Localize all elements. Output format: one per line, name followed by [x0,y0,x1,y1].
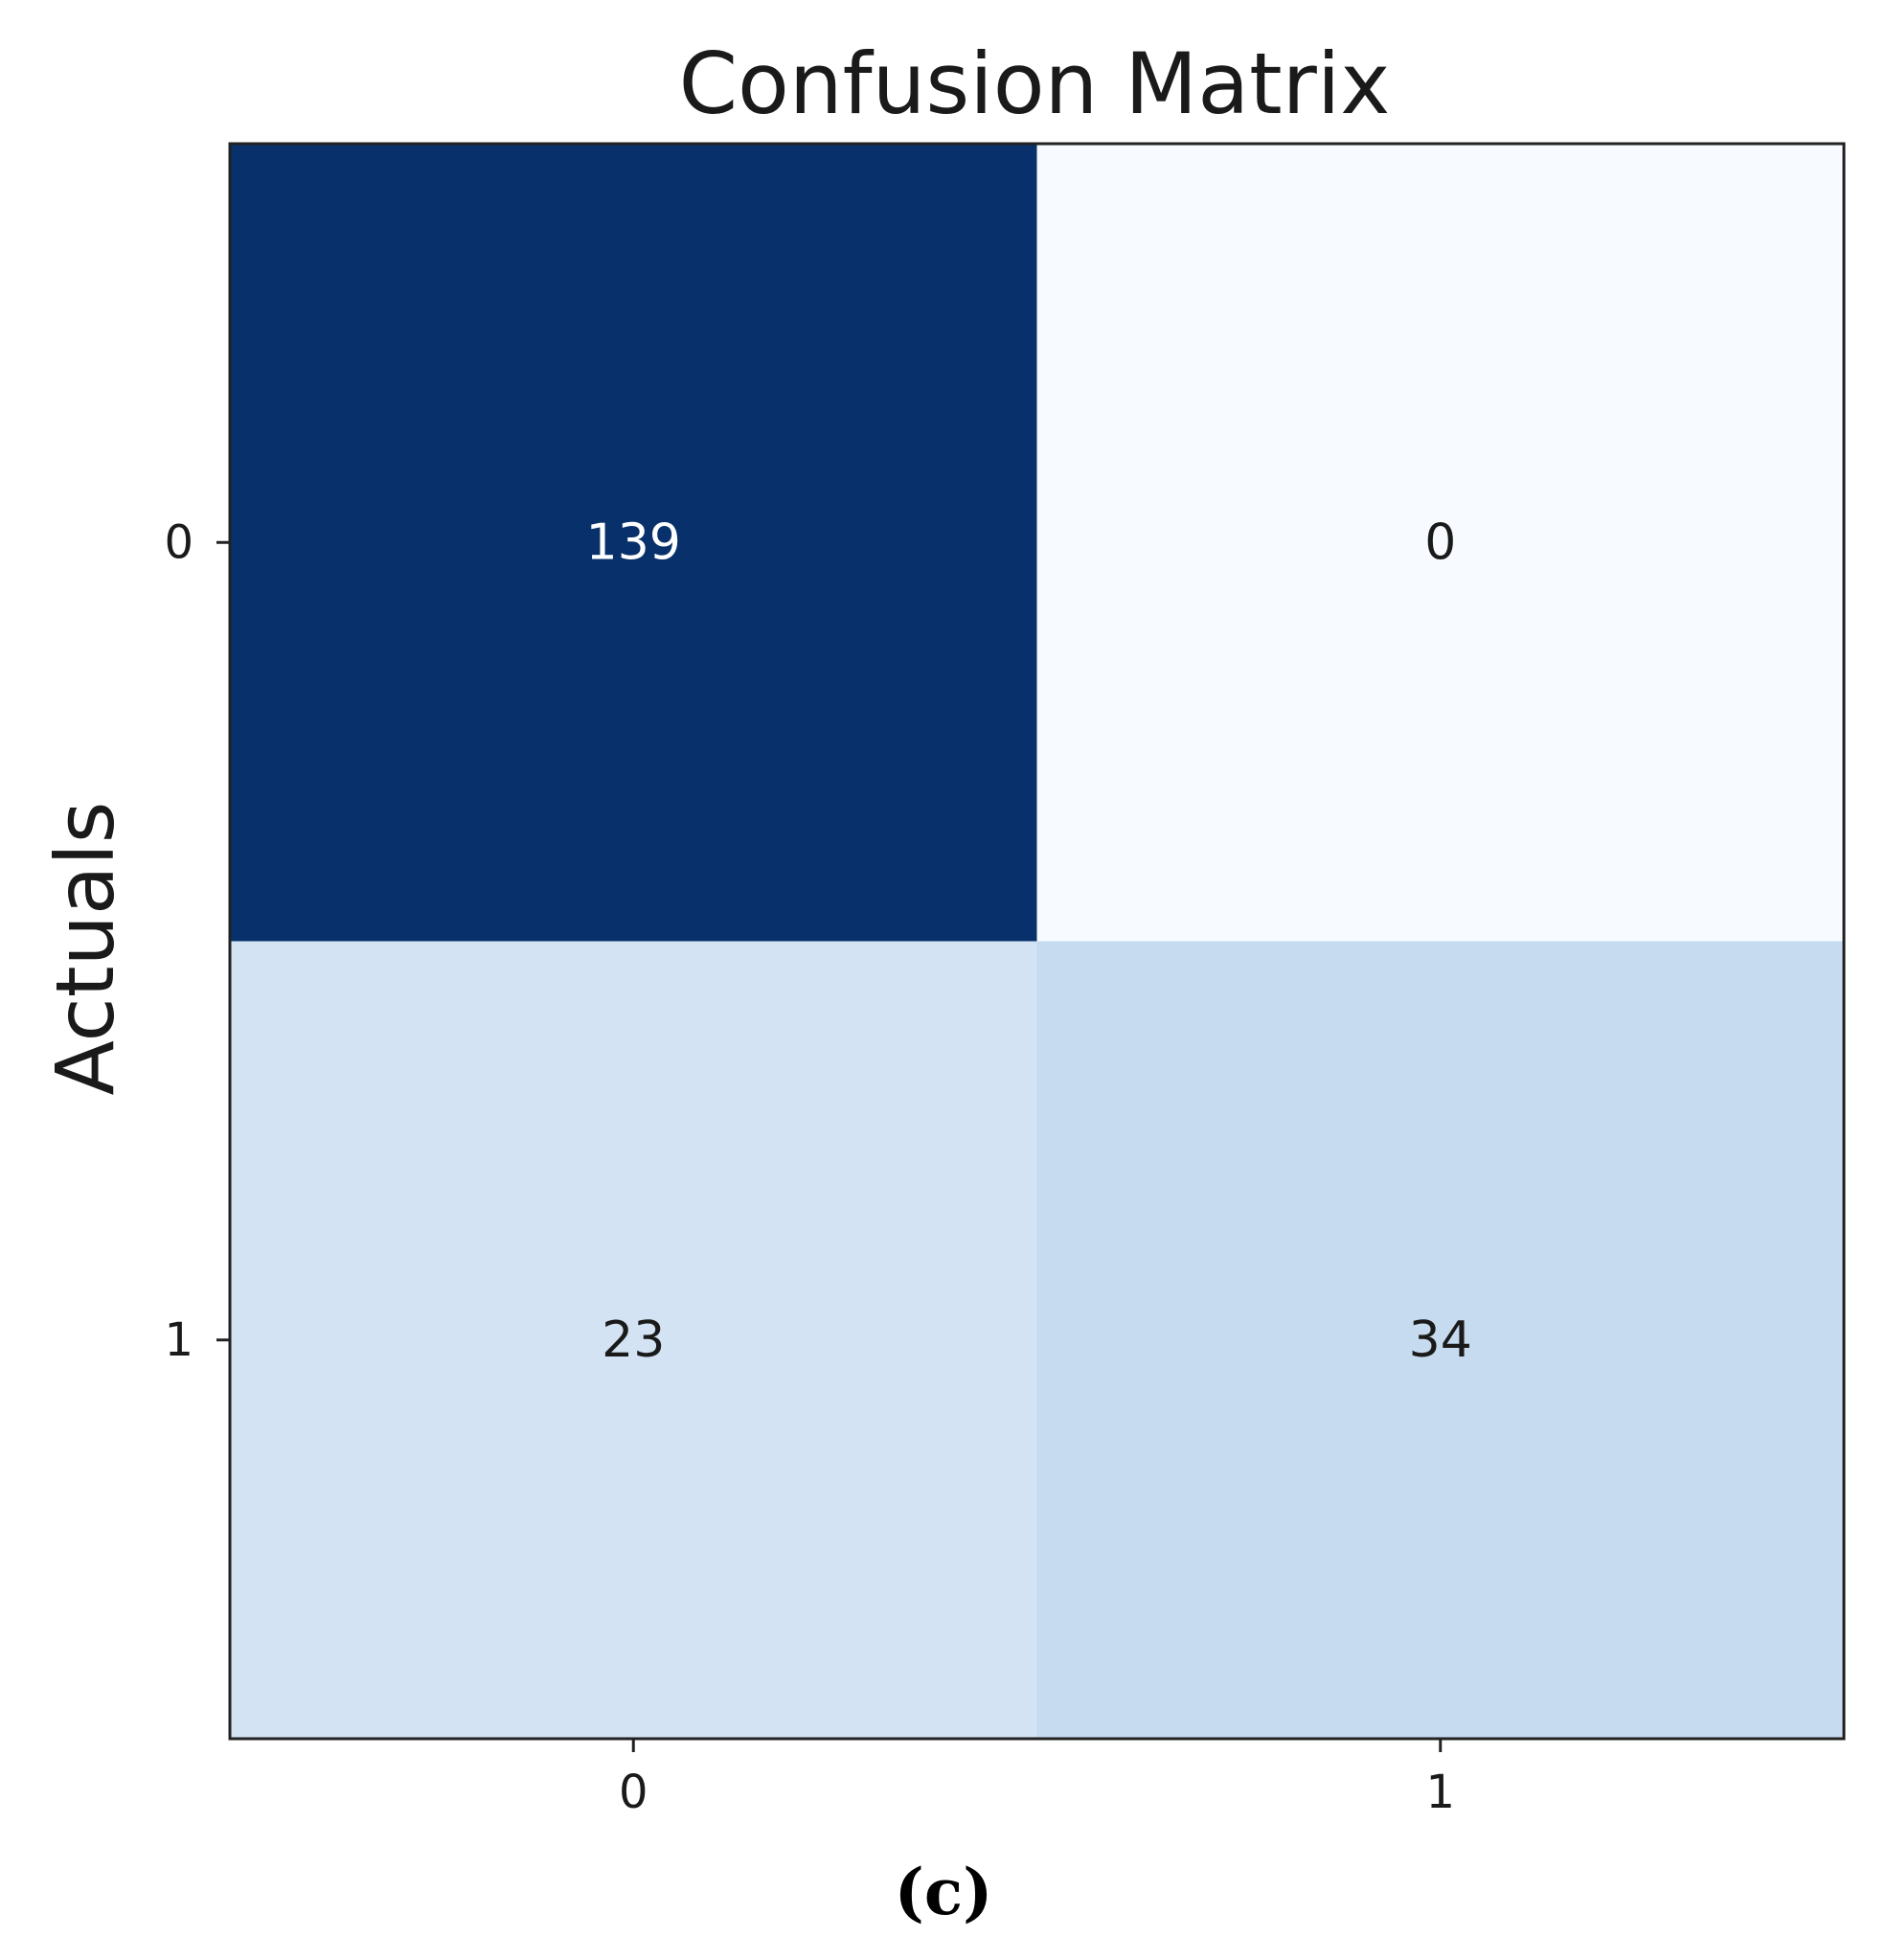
heatmap-cell-r0-c0 [230,144,1037,942]
x-tick-label-0: 0 [619,1766,648,1819]
x-tick-label-1: 1 [1425,1766,1455,1819]
y-tick-label-1: 1 [164,1313,193,1367]
chart-title: Confusion Matrix [679,34,1391,133]
heatmap-cell-labels: 139 0 23 34 [586,513,1472,1369]
heatmap-cell-r1-c0 [230,941,1037,1739]
heatmap-cell-r1-c1 [1036,941,1844,1739]
figure-caption: (c) [895,1855,993,1929]
y-tick-label-0: 0 [164,515,193,569]
cell-value-r1-c1: 34 [1409,1311,1472,1369]
y-axis-ticks: 01 [164,515,230,1367]
heatmap-cell-r0-c1 [1036,144,1844,942]
y-axis-label: Actuals [38,802,132,1096]
cell-value-r1-c0: 23 [602,1311,665,1369]
plot-frame [228,142,1846,1741]
cell-value-r0-c0: 139 [586,513,681,571]
heatmap-cells [230,144,1844,1739]
cell-value-r0-c1: 0 [1424,513,1456,571]
